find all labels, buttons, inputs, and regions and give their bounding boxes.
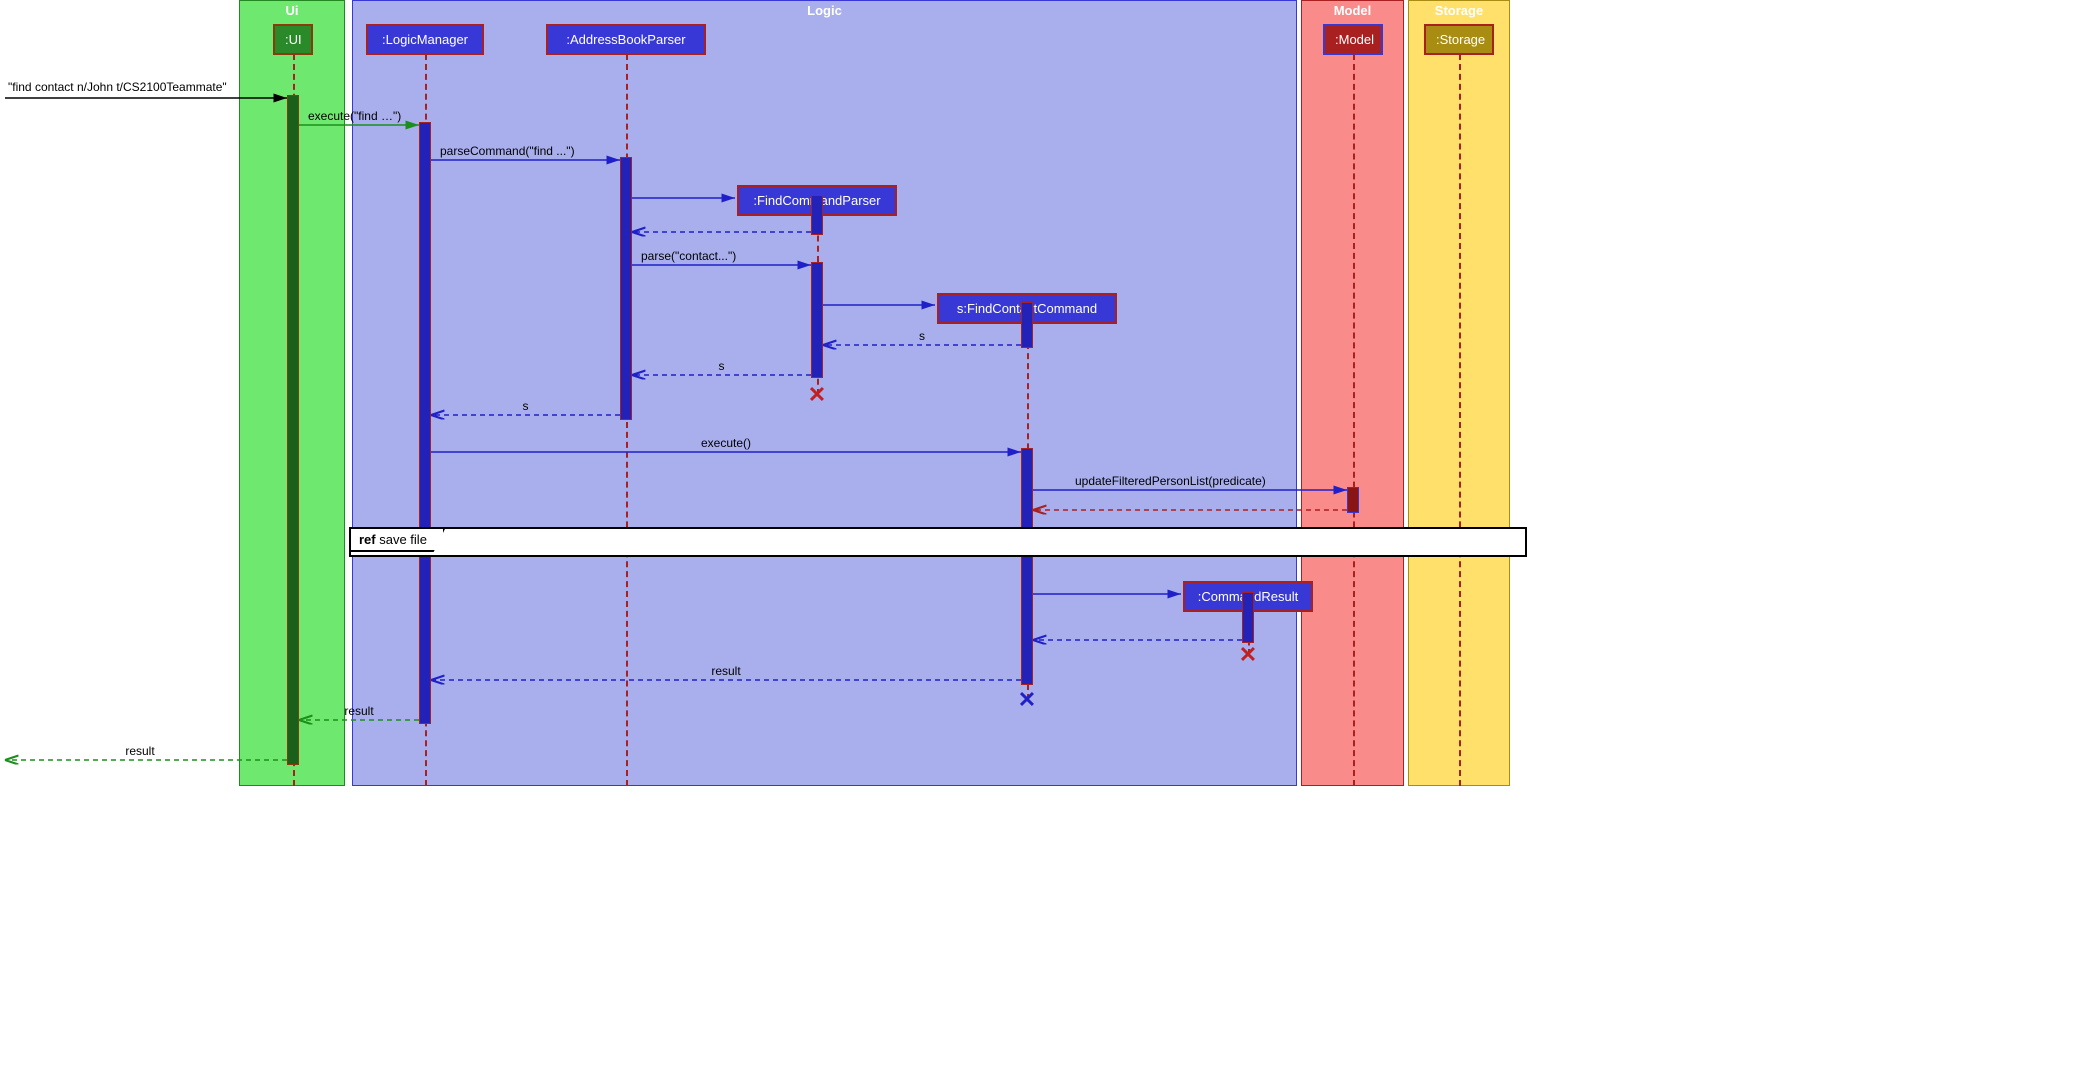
ref-frame: ref save file — [349, 527, 1527, 557]
destroy-icon: ✕ — [808, 382, 826, 408]
msg-label: s — [523, 399, 529, 413]
storage-region-label: Storage — [1435, 3, 1483, 18]
activation-ui — [287, 95, 299, 765]
ui-region-label: Ui — [286, 3, 299, 18]
lifeline-model — [1353, 54, 1355, 786]
activation-abParser — [620, 157, 632, 420]
model-region-label: Model — [1334, 3, 1372, 18]
destroy-icon: ✕ — [1018, 687, 1036, 713]
msg-label: result — [711, 664, 740, 678]
participant-model: :Model — [1323, 24, 1383, 55]
msg-label: updateFilteredPersonList(predicate) — [1075, 474, 1266, 488]
activation-fcc — [1021, 302, 1033, 348]
msg-label: execute("find …") — [308, 109, 401, 123]
msg-label: s — [919, 329, 925, 343]
activation-model — [1347, 487, 1359, 513]
msg-label: parse("contact...") — [641, 249, 736, 263]
activation-fcParser — [811, 262, 823, 378]
msg-label: parseCommand("find ...") — [440, 144, 575, 158]
activation-logicMgr — [419, 122, 431, 724]
lifeline-storage — [1459, 54, 1461, 786]
participant-storage: :Storage — [1424, 24, 1494, 55]
activation-fcParser — [811, 195, 823, 235]
participant-abParser: :AddressBookParser — [546, 24, 706, 55]
msg-label: "find contact n/John t/CS2100Teammate" — [8, 80, 227, 94]
activation-cr — [1242, 592, 1254, 643]
logic-region-label: Logic — [807, 3, 842, 18]
msg-label: execute() — [701, 436, 751, 450]
msg-label: s — [719, 359, 725, 373]
activation-fcc — [1021, 448, 1033, 685]
msg-label: result — [125, 744, 154, 758]
participant-ui: :UI — [273, 24, 313, 55]
destroy-icon: ✕ — [1239, 642, 1257, 668]
ref-label: ref save file — [351, 529, 445, 552]
participant-logicMgr: :LogicManager — [366, 24, 484, 55]
msg-label: result — [344, 704, 373, 718]
